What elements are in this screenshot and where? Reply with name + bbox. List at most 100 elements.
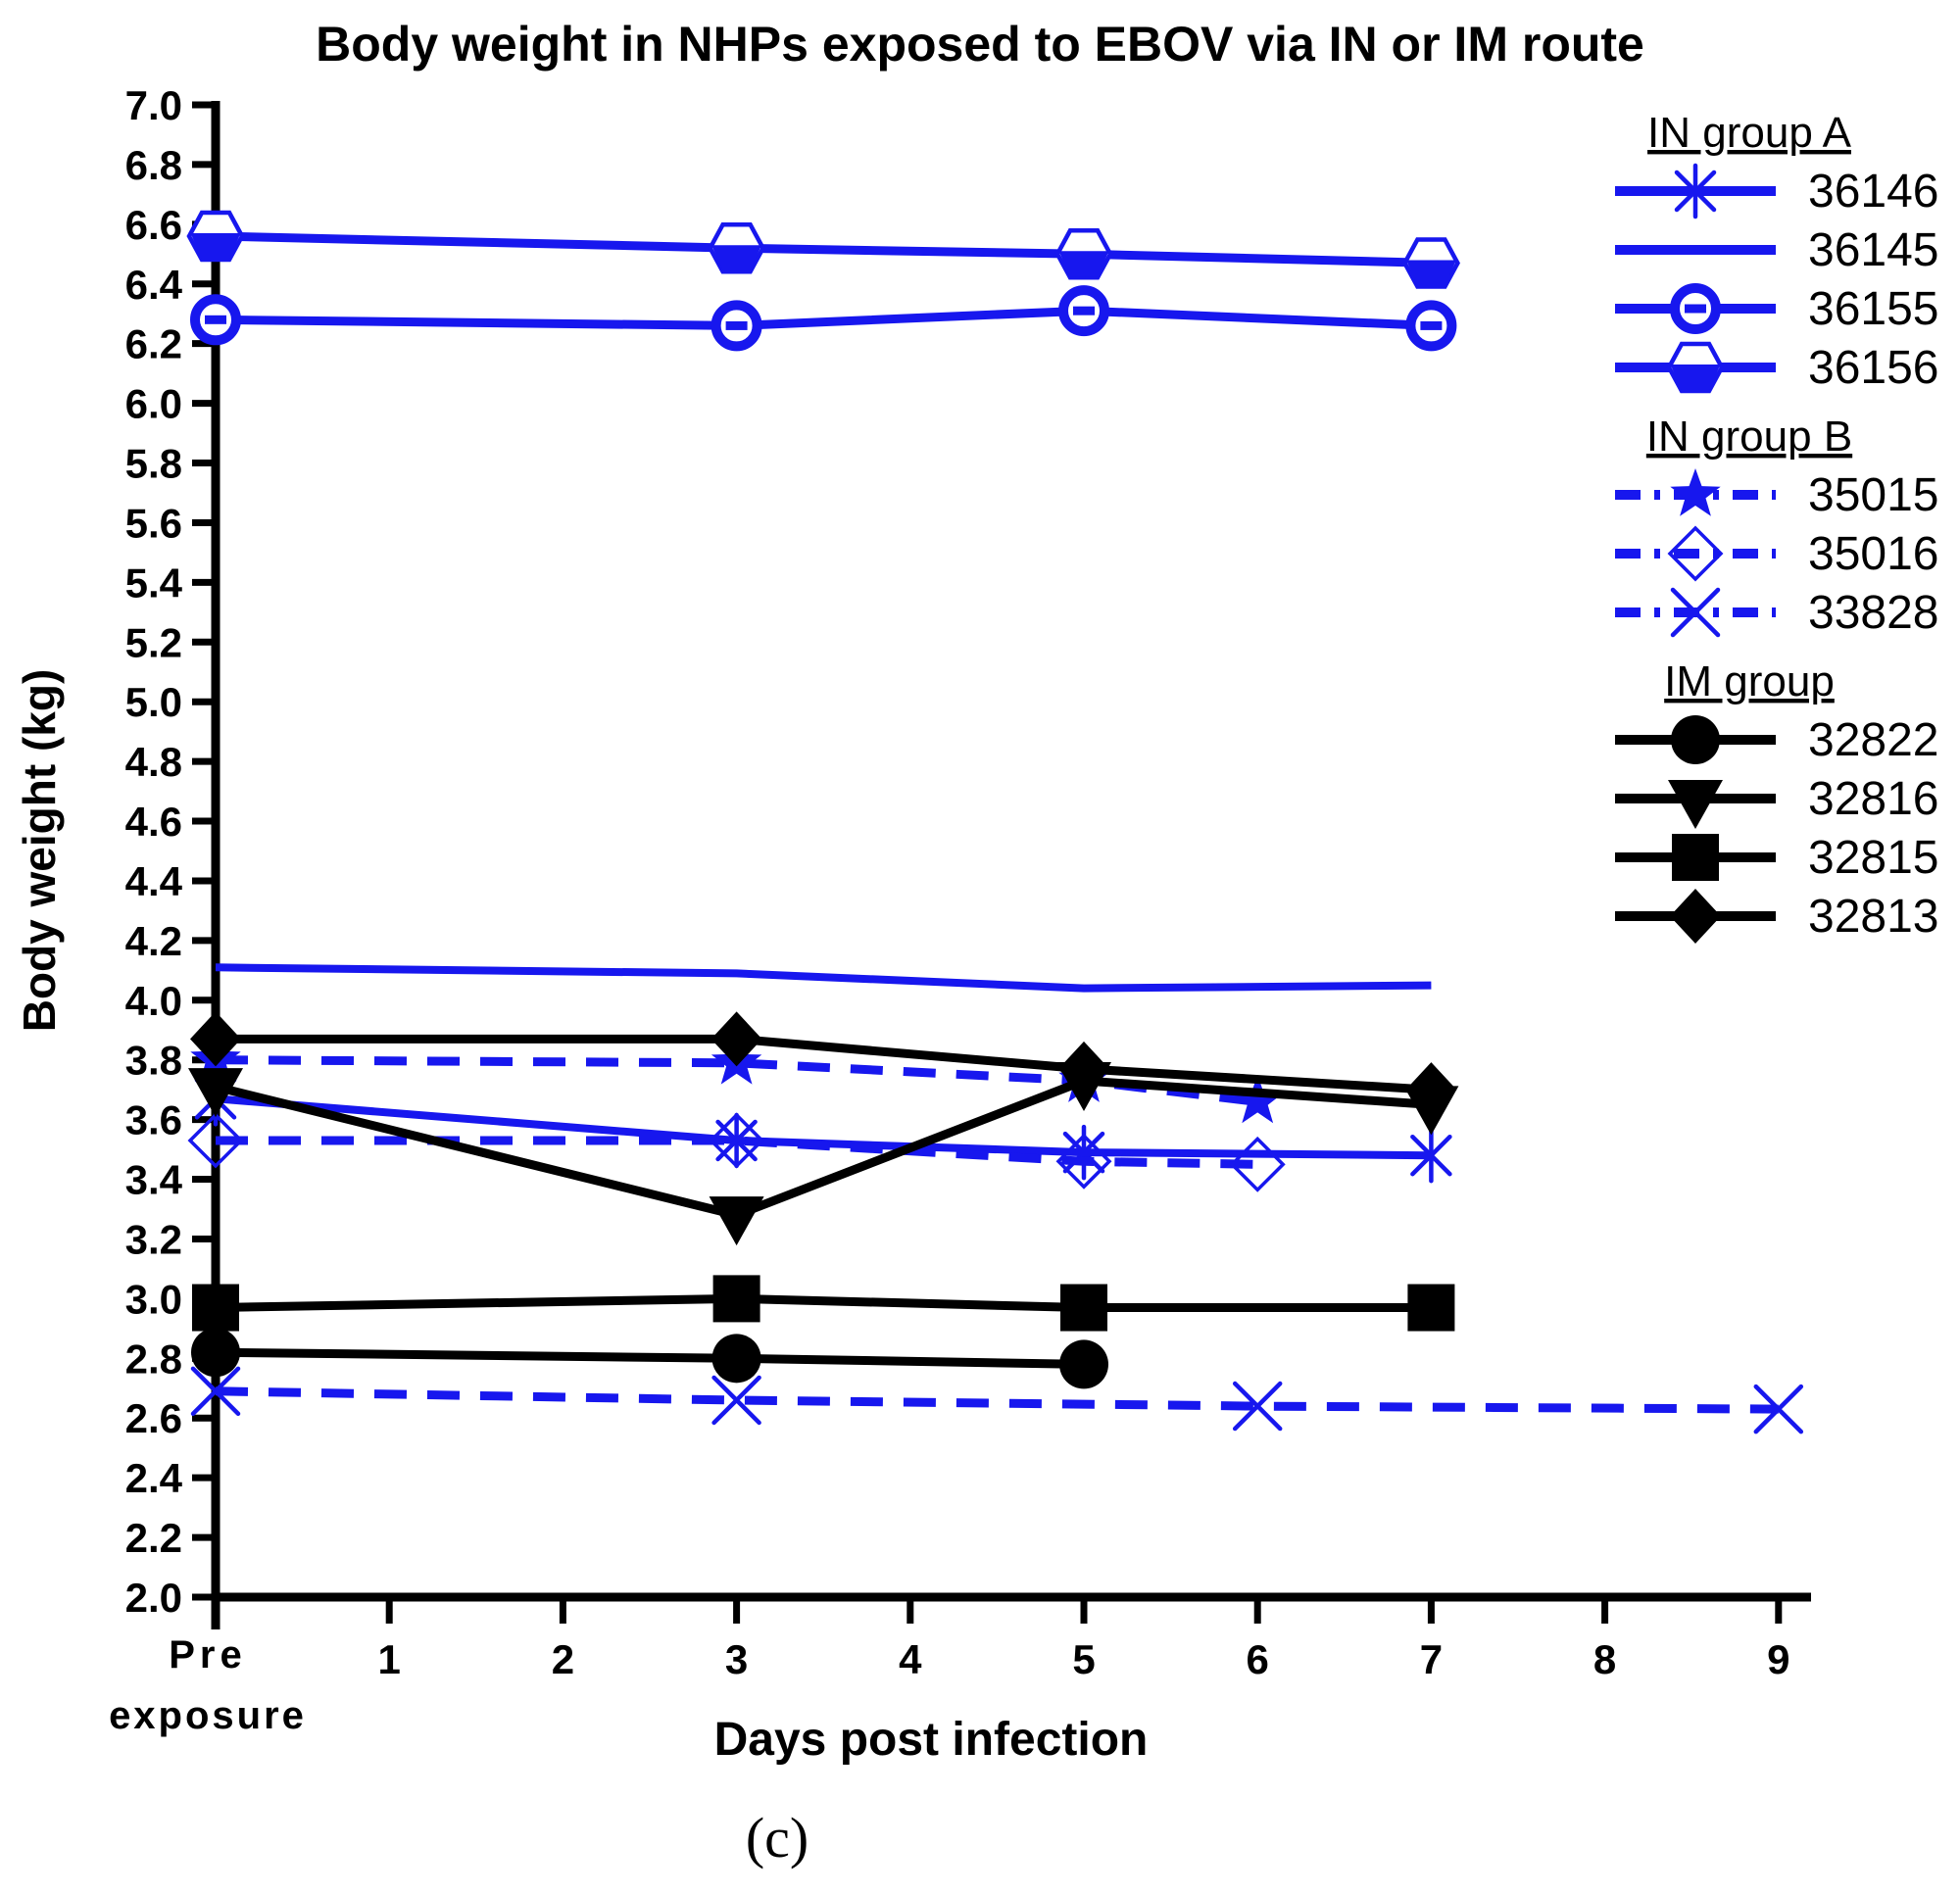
y-tick-label: 4.4 xyxy=(125,858,183,904)
diamond-open-marker xyxy=(1667,525,1724,582)
legend-label: 32815 xyxy=(1808,832,1938,884)
x-tick-label: 2 xyxy=(552,1636,574,1682)
circle-marker xyxy=(191,1328,240,1378)
x-marker xyxy=(711,1375,761,1426)
diamond-open-marker xyxy=(1229,1136,1286,1192)
legend-label: 32816 xyxy=(1808,773,1938,825)
legend-header: IN group A xyxy=(1647,109,1852,157)
series-36156 xyxy=(186,210,1460,289)
hexagon-half-marker xyxy=(1405,260,1456,286)
y-tick-label: 4.2 xyxy=(125,918,182,964)
hexagon-half-marker xyxy=(1670,364,1721,390)
hexagon-half-marker xyxy=(711,245,762,271)
series-line-36155 xyxy=(215,306,1432,330)
y-tick-label: 4.6 xyxy=(125,799,182,845)
x-tick-label: 3 xyxy=(725,1636,748,1682)
x-tick-label-exposure: exposure xyxy=(109,1694,307,1737)
hexagon-half-marker xyxy=(1058,251,1109,277)
legend-item-36146: 36146 xyxy=(1615,163,1938,219)
legend-item-36145: 36145 xyxy=(1615,224,1938,276)
y-tick-label: 3.6 xyxy=(125,1097,182,1143)
x-axis-label: Days post infection xyxy=(713,1714,1149,1766)
series-32822 xyxy=(191,1328,1108,1389)
series-line-32816 xyxy=(214,1076,1432,1220)
square-marker xyxy=(1672,834,1719,881)
series-line-36156 xyxy=(215,231,1432,267)
x-marker xyxy=(1670,587,1721,638)
circle-bar-marker xyxy=(1073,306,1095,316)
series-33828 xyxy=(190,1366,1804,1434)
legend-group-in-group-a: IN group A 36146 36145 36155 36156 xyxy=(1615,109,1938,394)
legend-label: 35016 xyxy=(1808,528,1938,580)
x-tick-label-pre: Pre xyxy=(169,1633,247,1676)
legend-header: IN group B xyxy=(1646,413,1852,461)
chart-title: Body weight in NHPs exposed to EBOV via … xyxy=(316,17,1644,72)
square-marker xyxy=(1407,1284,1455,1332)
y-tick-label: 5.6 xyxy=(125,500,182,546)
square-marker xyxy=(192,1284,239,1332)
legend-label: 36155 xyxy=(1808,283,1938,335)
y-tick-label: 2.4 xyxy=(125,1455,183,1501)
hexagon-half-marker xyxy=(190,233,241,260)
triangle-down-marker xyxy=(709,1196,764,1246)
panel-caption: (c) xyxy=(745,1806,809,1870)
diamond-open-marker xyxy=(709,1112,765,1169)
diamond-marker xyxy=(1670,889,1721,944)
series-32815 xyxy=(192,1275,1455,1332)
series-line-32822 xyxy=(215,1347,1085,1369)
x-tick-label: 6 xyxy=(1247,1636,1269,1682)
y-tick-label: 3.2 xyxy=(125,1216,182,1262)
diamond-marker xyxy=(190,1011,241,1067)
legend-item-33828: 33828 xyxy=(1615,587,1938,639)
y-tick-label: 6.6 xyxy=(125,202,182,248)
y-tick-label: 4.8 xyxy=(125,739,182,785)
series-line-35015 xyxy=(215,1055,1258,1106)
legend-group-im-group: IM group 32822 32816 32815 32813 xyxy=(1615,657,1938,944)
legend-item-35015: 35015 xyxy=(1615,468,1938,521)
y-tick-label: 3.0 xyxy=(125,1276,182,1322)
y-tick-label: 3.8 xyxy=(125,1038,182,1084)
legend-header: IM group xyxy=(1664,657,1835,705)
y-tick-label: 6.2 xyxy=(125,321,182,367)
y-tick-label: 6.0 xyxy=(125,381,182,427)
y-tick-label: 2.0 xyxy=(125,1575,182,1621)
y-tick-label: 3.4 xyxy=(125,1157,183,1203)
diamond-marker xyxy=(1405,1062,1457,1118)
series-line-33828 xyxy=(215,1386,1779,1414)
diamond-marker xyxy=(1058,1041,1109,1096)
x-tick-label: 9 xyxy=(1767,1636,1789,1682)
series-line-36145 xyxy=(215,963,1432,993)
x-marker xyxy=(1232,1381,1283,1432)
x-tick-label: 7 xyxy=(1420,1636,1443,1682)
y-tick-label: 4.0 xyxy=(125,978,182,1024)
y-tick-label: 5.2 xyxy=(125,619,182,665)
asterisk-marker xyxy=(1410,1134,1452,1177)
series-32813 xyxy=(190,1011,1457,1118)
legend-item-32816: 32816 xyxy=(1615,773,1938,829)
legend-item-36155: 36155 xyxy=(1615,283,1938,335)
asterisk-marker xyxy=(1674,170,1717,213)
triangle-down-marker xyxy=(1668,780,1723,829)
legend-group-in-group-b: IN group B 35015 35016 33828 xyxy=(1615,413,1938,639)
diamond-marker xyxy=(710,1011,762,1067)
x-tick-label: 8 xyxy=(1593,1636,1616,1682)
y-tick-label: 6.4 xyxy=(125,262,183,308)
y-tick-label: 5.0 xyxy=(125,679,182,725)
diamond-open-marker xyxy=(1055,1133,1112,1190)
y-tick-label: 2.8 xyxy=(125,1336,182,1382)
star-marker xyxy=(1232,1075,1283,1124)
circle-bar-marker xyxy=(725,320,748,330)
legend-item-32813: 32813 xyxy=(1615,889,1938,944)
square-marker xyxy=(1060,1284,1107,1332)
legend-label: 36156 xyxy=(1808,342,1938,394)
circle-marker xyxy=(1059,1339,1108,1389)
x-tick-label: 4 xyxy=(899,1636,922,1682)
y-tick-label: 6.8 xyxy=(125,142,182,188)
x-marker xyxy=(1753,1384,1804,1434)
y-tick-label: 5.8 xyxy=(125,441,182,487)
series-36155 xyxy=(190,285,1457,352)
star-marker xyxy=(1670,468,1721,516)
square-marker xyxy=(712,1275,760,1323)
